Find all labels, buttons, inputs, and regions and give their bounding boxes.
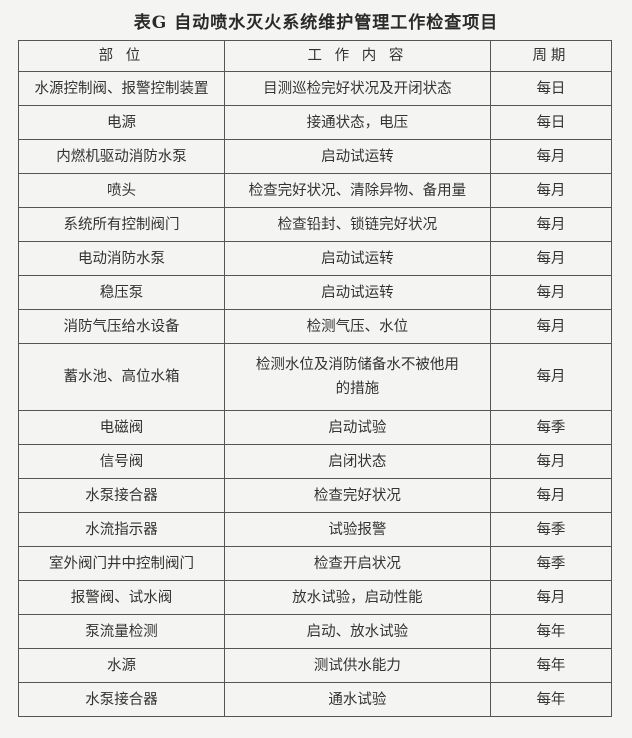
cell-location: 喷头 bbox=[18, 173, 225, 208]
cell-location: 水源 bbox=[18, 648, 225, 683]
cell-period: 每月 bbox=[489, 241, 613, 276]
cell-period: 每月 bbox=[489, 580, 613, 615]
cell-period: 每月 bbox=[489, 309, 613, 344]
cell-location: 内燃机驱动消防水泵 bbox=[18, 139, 225, 174]
table-row: 电源 接通状态，电压 每日 bbox=[18, 105, 613, 140]
cell-location: 水源控制阀、报警控制装置 bbox=[18, 71, 225, 106]
cell-period: 每月 bbox=[489, 207, 613, 242]
cell-location: 电源 bbox=[18, 105, 225, 140]
cell-location: 蓄水池、高位水箱 bbox=[18, 343, 225, 411]
table-row: 室外阀门井中控制阀门 检查开启状况 每季 bbox=[18, 546, 613, 581]
cell-period: 每月 bbox=[489, 343, 613, 411]
cell-location: 消防气压给水设备 bbox=[18, 309, 225, 344]
cell-location: 电磁阀 bbox=[18, 410, 225, 445]
cell-work-content: 启闭状态 bbox=[223, 444, 491, 479]
cell-location: 泵流量检测 bbox=[18, 614, 225, 649]
table-row: 水泵接合器 通水试验 每年 bbox=[18, 682, 613, 717]
cell-work-content: 启动试验 bbox=[223, 410, 491, 445]
cell-work-content: 检查完好状况 bbox=[223, 478, 491, 513]
table-row: 水源控制阀、报警控制装置 目测巡检完好状况及开闭状态 每日 bbox=[18, 71, 613, 106]
cell-work-content: 启动、放水试验 bbox=[223, 614, 491, 649]
cell-location: 报警阀、试水阀 bbox=[18, 580, 225, 615]
cell-location: 水泵接合器 bbox=[18, 478, 225, 513]
cell-work-content: 检查开启状况 bbox=[223, 546, 491, 581]
header-location: 部 位 bbox=[18, 40, 225, 72]
table-row: 水流指示器 试验报警 每季 bbox=[18, 512, 613, 547]
table-row: 电磁阀 启动试验 每季 bbox=[18, 410, 613, 445]
cell-work-content: 检测水位及消防储备水不被他用的措施 bbox=[223, 343, 491, 411]
header-period: 周期 bbox=[489, 40, 613, 72]
cell-period: 每月 bbox=[489, 478, 613, 513]
cell-work-content: 检查铅封、锁链完好状况 bbox=[223, 207, 491, 242]
cell-location: 信号阀 bbox=[18, 444, 225, 479]
cell-work-content: 检测气压、水位 bbox=[223, 309, 491, 344]
table-row: 电动消防水泵 启动试运转 每月 bbox=[18, 241, 613, 276]
cell-period: 每年 bbox=[489, 682, 613, 717]
cell-location: 系统所有控制阀门 bbox=[18, 207, 225, 242]
cell-period: 每季 bbox=[489, 410, 613, 445]
cell-period: 每月 bbox=[489, 139, 613, 174]
table-row: 内燃机驱动消防水泵 启动试运转 每月 bbox=[18, 139, 613, 174]
table-row: 蓄水池、高位水箱 检测水位及消防储备水不被他用的措施 每月 bbox=[18, 343, 613, 411]
table-title: 表G 自动喷水灭火系统维护管理工作检查项目 bbox=[133, 13, 499, 33]
table-row: 信号阀 启闭状态 每月 bbox=[18, 444, 613, 479]
cell-work-content: 启动试运转 bbox=[223, 241, 491, 276]
cell-location: 稳压泵 bbox=[18, 275, 225, 310]
cell-work-content: 测试供水能力 bbox=[223, 648, 491, 683]
cell-location: 电动消防水泵 bbox=[18, 241, 225, 276]
cell-work-content: 检查完好状况、清除异物、备用量 bbox=[223, 173, 491, 208]
cell-period: 每月 bbox=[489, 444, 613, 479]
cell-period: 每月 bbox=[489, 275, 613, 310]
cell-work-content: 目测巡检完好状况及开闭状态 bbox=[223, 71, 491, 106]
table-row: 水泵接合器 检查完好状况 每月 bbox=[18, 478, 613, 513]
table-row: 泵流量检测 启动、放水试验 每年 bbox=[18, 614, 613, 649]
table-header-row: 部 位 工 作 内 容 周期 bbox=[18, 40, 613, 72]
cell-period: 每季 bbox=[489, 512, 613, 547]
cell-period: 每日 bbox=[489, 71, 613, 106]
cell-work-content: 试验报警 bbox=[223, 512, 491, 547]
cell-period: 每月 bbox=[489, 173, 613, 208]
table-row: 喷头 检查完好状况、清除异物、备用量 每月 bbox=[18, 173, 613, 208]
header-work-content: 工 作 内 容 bbox=[223, 40, 491, 72]
cell-work-content: 启动试运转 bbox=[223, 139, 491, 174]
cell-work-content: 放水试验，启动性能 bbox=[223, 580, 491, 615]
table-row: 系统所有控制阀门 检查铅封、锁链完好状况 每月 bbox=[18, 207, 613, 242]
table-row: 报警阀、试水阀 放水试验，启动性能 每月 bbox=[18, 580, 613, 615]
cell-period: 每日 bbox=[489, 105, 613, 140]
table-row: 水源 测试供水能力 每年 bbox=[18, 648, 613, 683]
cell-period: 每季 bbox=[489, 546, 613, 581]
cell-location: 水泵接合器 bbox=[18, 682, 225, 717]
maintenance-table: 部 位 工 作 内 容 周期 水源控制阀、报警控制装置 目测巡检完好状况及开闭状态… bbox=[18, 40, 613, 717]
cell-work-content: 启动试运转 bbox=[223, 275, 491, 310]
cell-location: 水流指示器 bbox=[18, 512, 225, 547]
cell-period: 每年 bbox=[489, 648, 613, 683]
table-row: 稳压泵 启动试运转 每月 bbox=[18, 275, 613, 310]
cell-work-content: 接通状态，电压 bbox=[223, 105, 491, 140]
cell-period: 每年 bbox=[489, 614, 613, 649]
cell-location: 室外阀门井中控制阀门 bbox=[18, 546, 225, 581]
table-row: 消防气压给水设备 检测气压、水位 每月 bbox=[18, 309, 613, 344]
cell-work-content: 通水试验 bbox=[223, 682, 491, 717]
